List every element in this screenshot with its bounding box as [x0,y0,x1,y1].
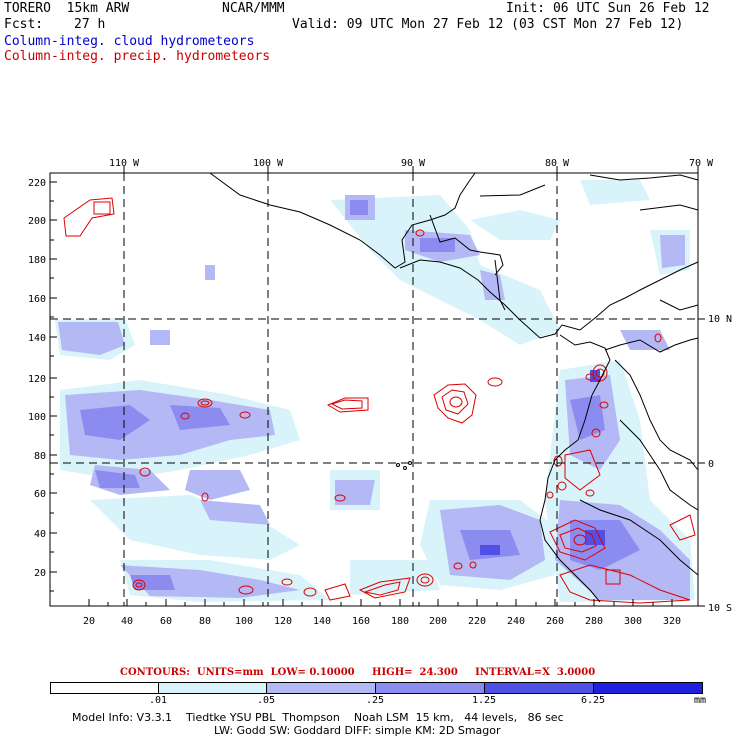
lon-label-90w: 90 W [401,158,426,169]
y-tick-label: 160 [28,294,46,305]
colorbar-swatch [50,682,159,694]
x-tick-label: 180 [391,616,409,627]
colorbar-label: .05 [256,695,276,706]
precip-field-label: Column-integ. precip. hydrometeors [4,49,271,64]
colorbar-swatch [593,682,703,694]
contour-info: CONTOURS: UNITS=mm LOW= 0.10000 HIGH= 24… [120,667,596,678]
x-tick-label: 240 [507,616,525,627]
x-tick-label: 320 [663,616,681,627]
x-tick-label: 120 [274,616,292,627]
x-tick-label: 220 [468,616,486,627]
lon-label-110w: 110 W [109,158,140,169]
x-tick-label: 260 [546,616,564,627]
lat-label-0: 0 [708,459,714,470]
forecast-hours: 27 h [74,17,106,32]
y-tick-label: 20 [34,568,46,579]
lon-label-70w: 70 W [689,158,714,169]
y-tick-label: 200 [28,216,46,227]
model-title: TORERO 15km ARW [4,1,130,16]
lat-lon-grid [50,173,698,606]
x-tick-label: 60 [160,616,172,627]
y-tick-label: 140 [28,333,46,344]
model-physics: LW: Godd SW: Goddard DIFF: simple KM: 2D… [214,724,501,737]
cloud-field-label: Column-integ. cloud hydrometeors [4,34,255,49]
lon-label-80w: 80 W [545,158,570,169]
forecast-label: Fcst: [4,17,44,32]
colorbar-label: 6.25 [580,695,606,706]
x-tick-label: 80 [199,616,211,627]
colorbar-unit: mm [693,695,707,706]
x-tick-label: 140 [313,616,331,627]
y-tick-label: 100 [28,412,46,423]
cloud-shading [55,180,695,602]
y-tick-label: 80 [34,451,46,462]
x-tick-label: 40 [121,616,133,627]
y-tick-label: 180 [28,255,46,266]
colorbar-swatch [375,682,485,694]
lat-label-10n: 10 N [708,314,732,325]
colorbar-swatch [484,682,594,694]
lon-label-100w: 100 W [253,158,284,169]
x-tick-label: 200 [429,616,447,627]
init-time: Init: 06 UTC Sun 26 Feb 12 [506,1,710,16]
precip-contours [63,197,696,604]
x-tick-label: 300 [624,616,642,627]
colorbar-label: .25 [365,695,385,706]
colorbar-swatch [266,682,376,694]
organization: NCAR/MMM [222,1,285,16]
y-tick-label: 220 [28,178,46,189]
x-tick-label: 20 [83,616,95,627]
axis-ticks [50,166,705,607]
coastlines [209,172,699,603]
colorbar-label: 1.25 [471,695,497,706]
y-tick-label: 60 [34,489,46,500]
x-tick-label: 100 [235,616,253,627]
model-info: Model Info: V3.3.1 Tiedtke YSU PBL Thomp… [72,711,564,724]
valid-time: Valid: 09 UTC Mon 27 Feb 12 (03 CST Mon … [292,17,684,32]
y-tick-label: 40 [34,529,46,540]
lat-label-10s: 10 S [708,603,732,614]
colorbar-label: .01 [148,695,168,706]
x-tick-label: 160 [352,616,370,627]
x-tick-label: 280 [585,616,603,627]
y-tick-label: 120 [28,374,46,385]
colorbar-swatch [158,682,267,694]
